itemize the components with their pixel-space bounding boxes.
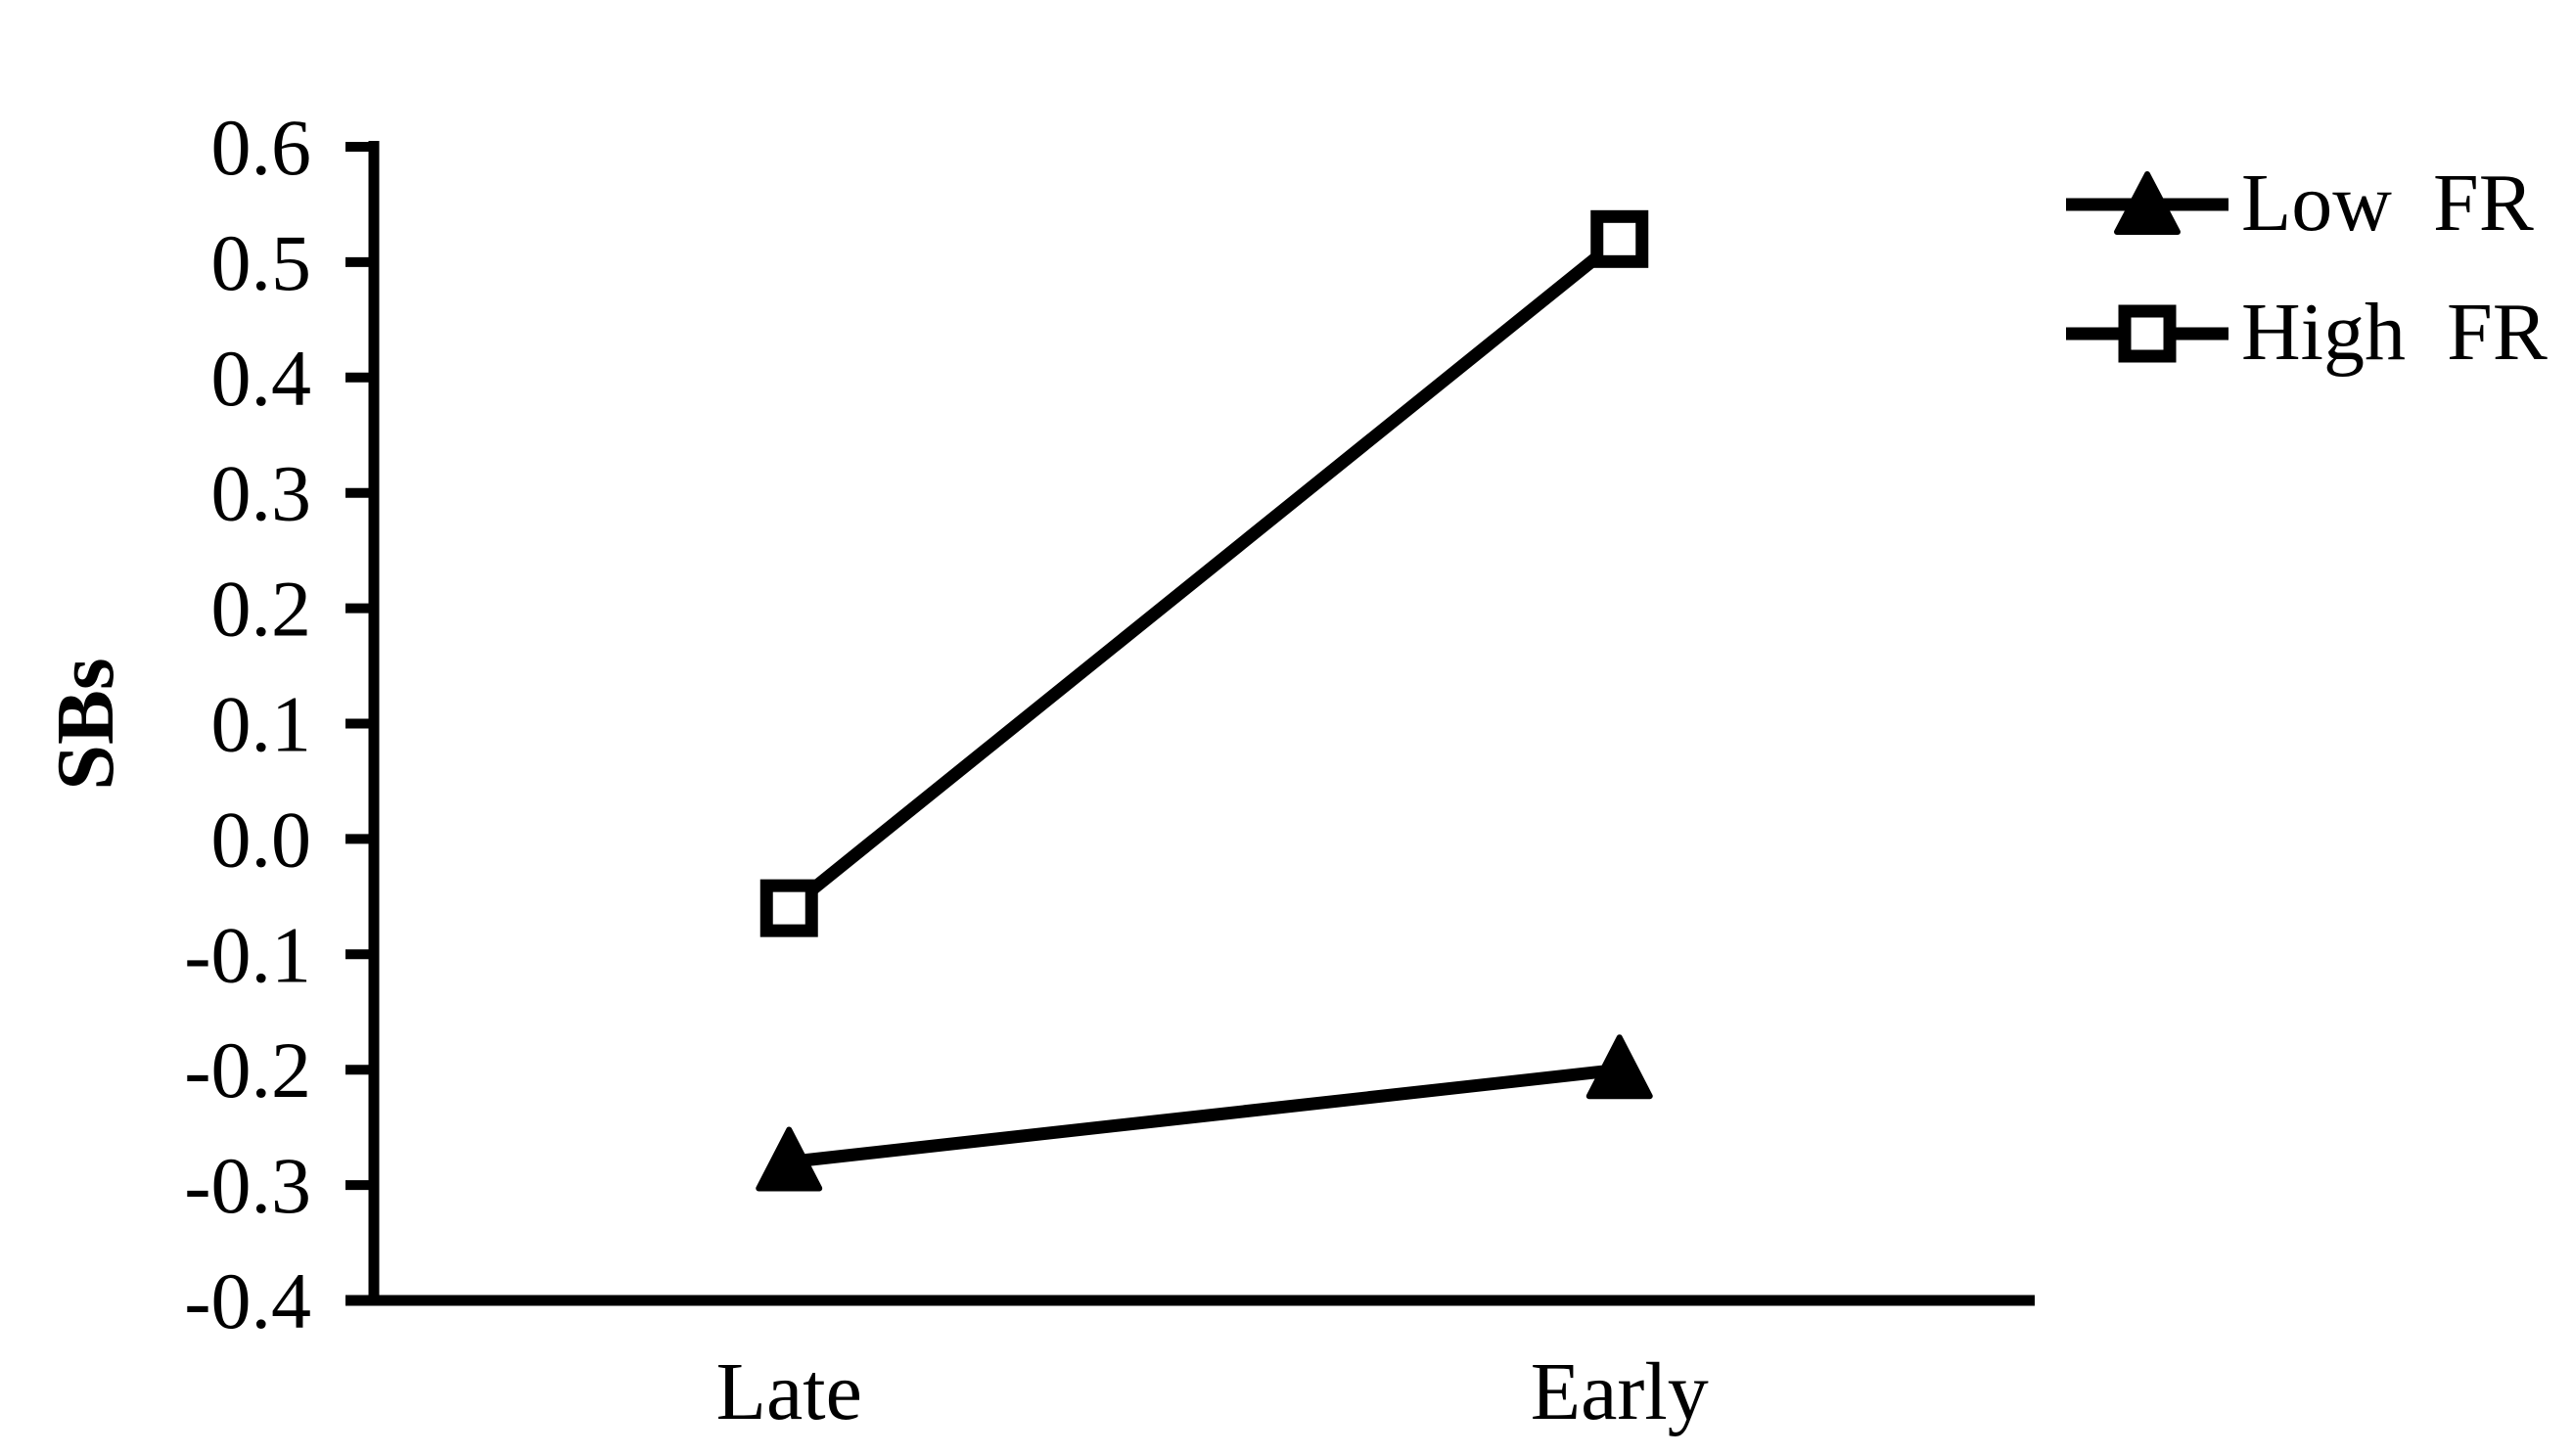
legend-label-low-fr: Low FR bbox=[2241, 158, 2534, 249]
y-axis-title: SBs bbox=[40, 658, 131, 791]
y-tick-label: 0.2 bbox=[211, 565, 312, 654]
y-tick-label: 0.4 bbox=[211, 334, 312, 423]
y-tick-label: 0.6 bbox=[211, 103, 312, 192]
data-point-marker-triangle bbox=[756, 1126, 823, 1192]
y-tick-label: 0.3 bbox=[211, 449, 312, 538]
x-tick-label: Late bbox=[716, 1346, 862, 1437]
y-tick-label: -0.1 bbox=[184, 910, 311, 999]
open-square-marker-icon bbox=[2066, 304, 2228, 363]
y-tick-label: -0.4 bbox=[184, 1256, 311, 1345]
data-point-marker-square bbox=[1590, 209, 1649, 268]
data-point-marker-square bbox=[759, 879, 818, 937]
y-tick-label: -0.2 bbox=[184, 1025, 311, 1115]
legend-label-high-fr: High FR bbox=[2241, 287, 2548, 378]
x-tick-label: Early bbox=[1531, 1346, 1709, 1437]
legend-item-high-fr: High FR bbox=[2063, 268, 2548, 397]
y-tick-label: 0.5 bbox=[211, 218, 312, 307]
filled-triangle-marker-icon bbox=[2066, 171, 2228, 235]
series-line-high-fr bbox=[785, 234, 1624, 914]
y-tick-label: 0.1 bbox=[211, 680, 312, 769]
data-point-marker-triangle bbox=[1585, 1034, 1653, 1100]
y-tick-label: 0.0 bbox=[211, 795, 312, 884]
y-tick-label: -0.3 bbox=[184, 1141, 311, 1230]
legend-item-low-fr: Low FR bbox=[2063, 139, 2548, 268]
legend: Low FR High FR bbox=[2063, 139, 2548, 397]
series-line-low-fr bbox=[788, 1063, 1621, 1168]
